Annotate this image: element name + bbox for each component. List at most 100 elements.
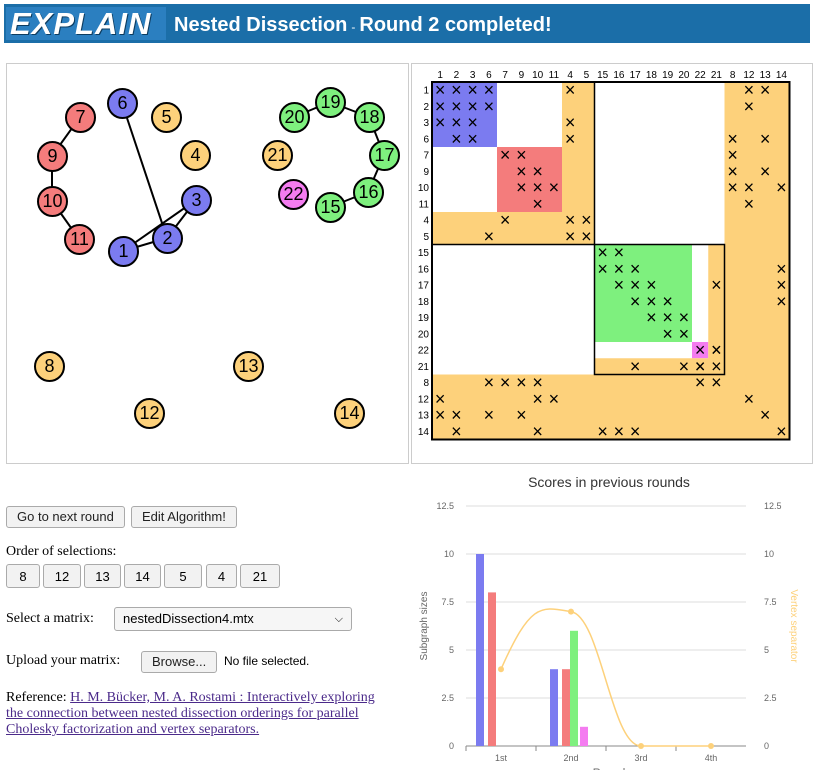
nonzero-mark: × bbox=[435, 96, 446, 116]
nonzero-mark: × bbox=[646, 308, 657, 328]
reference-link[interactable]: H. M. Bücker, M. A. Rostami : Interactiv… bbox=[6, 690, 375, 737]
row-label: 5 bbox=[423, 232, 429, 243]
graph-node[interactable]: 4 bbox=[180, 140, 211, 171]
selection-button[interactable]: 12 bbox=[43, 564, 81, 588]
bar bbox=[476, 554, 484, 746]
graph-node[interactable]: 1 bbox=[108, 236, 139, 267]
nonzero-mark: × bbox=[565, 129, 576, 149]
nonzero-mark: × bbox=[435, 389, 446, 409]
graph-node[interactable]: 13 bbox=[233, 351, 264, 382]
nonzero-mark: × bbox=[711, 340, 722, 360]
nonzero-mark: × bbox=[711, 275, 722, 295]
row-label: 1 bbox=[423, 86, 429, 97]
separator-point bbox=[498, 666, 504, 673]
graph-node[interactable]: 8 bbox=[34, 351, 65, 382]
nonzero-mark: × bbox=[516, 161, 527, 181]
graph-node[interactable]: 2 bbox=[152, 223, 183, 254]
column-label: 8 bbox=[730, 70, 736, 81]
selection-button[interactable]: 8 bbox=[6, 564, 40, 588]
graph-node[interactable]: 15 bbox=[315, 192, 346, 223]
nonzero-mark: × bbox=[630, 259, 641, 279]
selection-button[interactable]: 14 bbox=[124, 564, 161, 588]
nonzero-mark: × bbox=[727, 129, 738, 149]
column-label: 4 bbox=[567, 70, 573, 81]
matrix-block bbox=[432, 82, 497, 147]
graph-node[interactable]: 7 bbox=[65, 102, 96, 133]
column-label: 19 bbox=[662, 70, 674, 81]
selection-button[interactable]: 5 bbox=[164, 564, 202, 588]
row-label: 12 bbox=[418, 394, 430, 405]
graph-node[interactable]: 16 bbox=[353, 177, 384, 208]
matrix-panel[interactable]: 1 2 3 6 7 9 10 11 4 5 15 16 17 18 19 20 22 21 8 12 13 14 1 2 3 6 7… bbox=[411, 63, 813, 464]
nonzero-mark: × bbox=[760, 129, 771, 149]
app-title: Nested Dissection bbox=[174, 14, 348, 36]
graph-node[interactable]: 21 bbox=[262, 140, 293, 171]
chart-title: Scores in previous rounds bbox=[528, 474, 690, 490]
row-label: 11 bbox=[419, 199, 430, 210]
graph-node[interactable]: 6 bbox=[107, 88, 138, 119]
sparsity-matrix[interactable]: 1 2 3 6 7 9 10 11 4 5 15 16 17 18 19 20 22 21 8 12 13 1412367… bbox=[412, 64, 812, 463]
nonzero-mark: × bbox=[614, 275, 625, 295]
graph-node[interactable]: 10 bbox=[37, 186, 68, 217]
row-label: 16 bbox=[418, 264, 430, 275]
nonzero-mark: × bbox=[532, 373, 543, 393]
nonzero-mark: × bbox=[776, 178, 787, 198]
graph-node[interactable]: 9 bbox=[37, 141, 68, 172]
nonzero-mark: × bbox=[727, 178, 738, 198]
selection-button[interactable]: 13 bbox=[84, 564, 121, 588]
nonzero-mark: × bbox=[500, 373, 511, 393]
nonzero-mark: × bbox=[614, 259, 625, 279]
nonzero-mark: × bbox=[532, 421, 543, 441]
graph-panel[interactable]: 7 9 10 11 6 3 2 1 5 4 21 20 19 18 17 16 15 22 8 13 12 14 bbox=[6, 63, 409, 464]
graph-node[interactable]: 5 bbox=[151, 102, 182, 133]
graph-node[interactable]: 12 bbox=[134, 398, 165, 429]
nonzero-mark: × bbox=[711, 340, 722, 360]
nonzero-mark: × bbox=[484, 96, 495, 116]
nonzero-mark: × bbox=[435, 80, 446, 100]
nonzero-mark: × bbox=[451, 113, 462, 133]
graph-node[interactable]: 17 bbox=[369, 140, 400, 171]
selection-button[interactable]: 21 bbox=[240, 564, 280, 588]
nonzero-mark: × bbox=[744, 80, 755, 100]
graph-node[interactable]: 22 bbox=[278, 179, 309, 210]
nonzero-mark: × bbox=[484, 405, 495, 425]
nonzero-mark: × bbox=[760, 405, 771, 425]
y-tick-label: 7.5 bbox=[441, 597, 454, 607]
graph-node[interactable]: 19 bbox=[315, 87, 346, 118]
nonzero-mark: × bbox=[711, 373, 722, 393]
nonzero-mark: × bbox=[760, 80, 771, 100]
nonzero-mark: × bbox=[614, 243, 625, 263]
matrix-select-value: nestedDissection4.mtx bbox=[123, 611, 254, 626]
chevron-down-icon: ⌵ bbox=[334, 613, 343, 625]
column-label: 15 bbox=[597, 70, 609, 81]
matrix-select[interactable]: nestedDissection4.mtx ⌵ bbox=[114, 607, 352, 631]
logo-background bbox=[6, 7, 166, 40]
edit-algorithm-button[interactable]: Edit Algorithm! bbox=[131, 506, 237, 528]
graph-node[interactable]: 11 bbox=[64, 224, 95, 255]
nonzero-mark: × bbox=[532, 161, 543, 181]
nonzero-mark: × bbox=[727, 145, 738, 165]
nonzero-mark: × bbox=[549, 389, 560, 409]
row-label: 15 bbox=[418, 248, 430, 259]
app-header: EXPLAIN Nested Dissection - Round 2 comple… bbox=[4, 4, 810, 43]
nonzero-mark: × bbox=[597, 243, 608, 263]
graph-node[interactable]: 18 bbox=[354, 102, 385, 133]
column-label: 22 bbox=[695, 70, 707, 81]
subblock-outline bbox=[431, 81, 596, 246]
nonzero-mark: × bbox=[776, 421, 787, 441]
column-label: 17 bbox=[630, 70, 642, 81]
nonzero-mark: × bbox=[776, 291, 787, 311]
row-label: 14 bbox=[418, 427, 430, 438]
y2-tick-label: 0 bbox=[764, 741, 769, 751]
graph-node[interactable]: 3 bbox=[181, 185, 212, 216]
graph-node[interactable]: 14 bbox=[334, 398, 365, 429]
nonzero-mark: × bbox=[581, 226, 592, 246]
browse-button[interactable]: Browse... bbox=[141, 651, 218, 673]
y-tick-label: 10 bbox=[444, 549, 454, 559]
selection-button[interactable]: 4 bbox=[206, 564, 237, 588]
graph-node[interactable]: 20 bbox=[279, 102, 310, 133]
nonzero-mark: × bbox=[565, 80, 576, 100]
column-label: 21 bbox=[711, 70, 723, 81]
nonzero-mark: × bbox=[467, 80, 478, 100]
next-round-button[interactable]: Go to next round bbox=[6, 506, 125, 528]
